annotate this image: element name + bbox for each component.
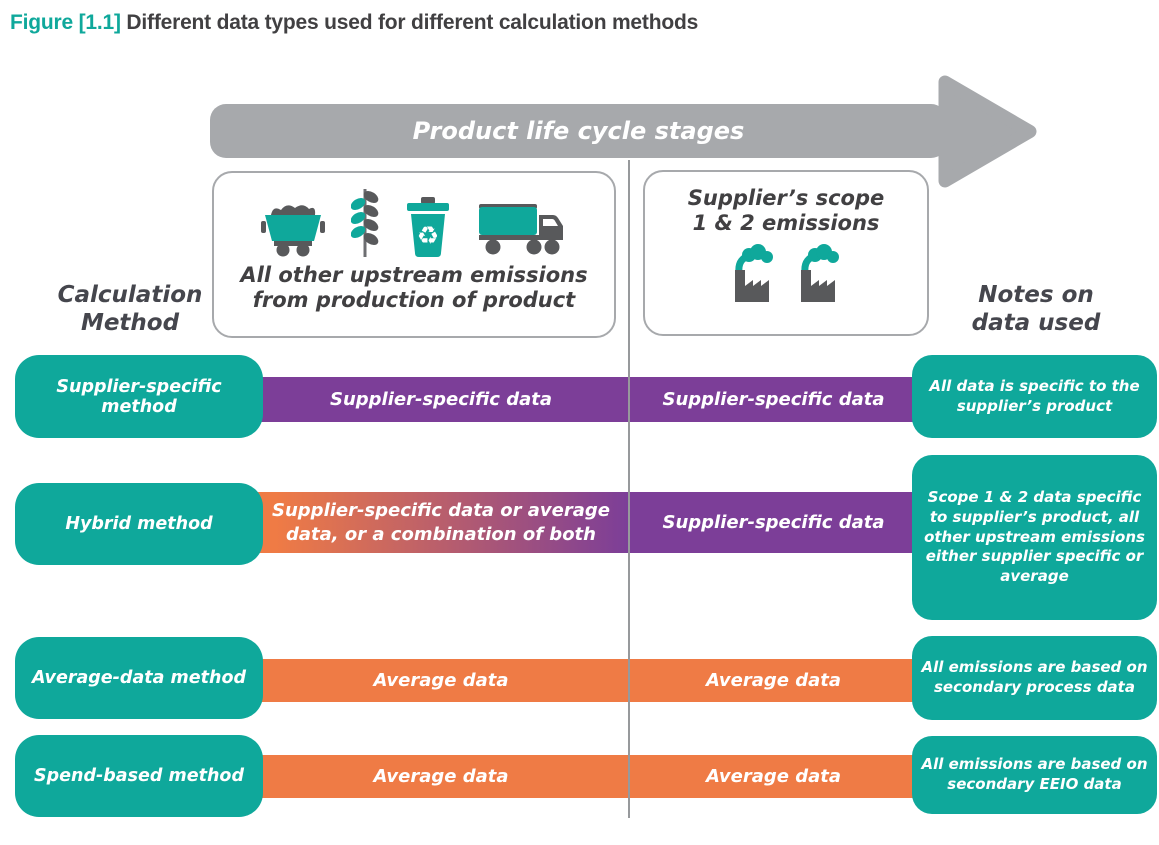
- arrow-head-icon: [938, 75, 1037, 188]
- method-box-hybrid: Hybrid method: [15, 483, 263, 565]
- calculation-method-header: Calculation Method: [57, 282, 203, 337]
- bar-upstream-row2: Supplier-specific data or average data, …: [254, 492, 628, 553]
- scope-icons: [727, 243, 845, 302]
- method-box-supplier-specific: Supplier-specific method: [15, 355, 263, 438]
- recycle-bin-icon: ♻: [407, 197, 449, 257]
- scope-stage-label: Supplier’s scope 1 & 2 emissions: [687, 186, 885, 235]
- factory-icon: [801, 243, 839, 302]
- truck-icon: [479, 204, 563, 255]
- bar-scope-row4: Average data: [630, 755, 917, 798]
- note-box-row2: Scope 1 & 2 data specific to supplier’s …: [912, 455, 1157, 620]
- bar-scope-row2: Supplier-specific data: [630, 492, 917, 553]
- recycle-symbol: ♻: [417, 221, 439, 250]
- upstream-stage-box: ♻ All other upstream emissions from prod…: [212, 171, 616, 338]
- notes-header: Notes on data used: [971, 282, 1101, 337]
- wheat-icon: [351, 189, 379, 257]
- mining-cart-icon: [261, 205, 325, 257]
- lifecycle-arrow: Product life cycle stages: [210, 104, 947, 158]
- bar-upstream-row3: Average data: [254, 659, 628, 702]
- note-box-row4: All emissions are based on secondary EEI…: [912, 736, 1157, 814]
- upstream-stage-label: All other upstream emissions from produc…: [240, 263, 588, 312]
- column-divider: [628, 160, 630, 818]
- factory-icon: [735, 243, 773, 302]
- method-box-average-data: Average-data method: [15, 637, 263, 719]
- lifecycle-arrow-label: Product life cycle stages: [412, 117, 745, 145]
- figure-title-text: Different data types used for different …: [120, 11, 699, 34]
- figure-title: Figure [1.1] Different data types used f…: [10, 11, 698, 35]
- bar-scope-row3: Average data: [630, 659, 917, 702]
- bar-upstream-row4: Average data: [254, 755, 628, 798]
- scope-stage-box: Supplier’s scope 1 & 2 emissions: [643, 170, 929, 336]
- method-box-spend-based: Spend-based method: [15, 735, 263, 817]
- note-box-row1: All data is specific to the supplier’s p…: [912, 355, 1157, 438]
- bar-upstream-row1: Supplier-specific data: [254, 377, 628, 422]
- upstream-icons: ♻: [261, 189, 567, 257]
- note-box-row3: All emissions are based on secondary pro…: [912, 636, 1157, 720]
- bar-scope-row1: Supplier-specific data: [630, 377, 917, 422]
- figure-number: Figure [1.1]: [10, 11, 121, 34]
